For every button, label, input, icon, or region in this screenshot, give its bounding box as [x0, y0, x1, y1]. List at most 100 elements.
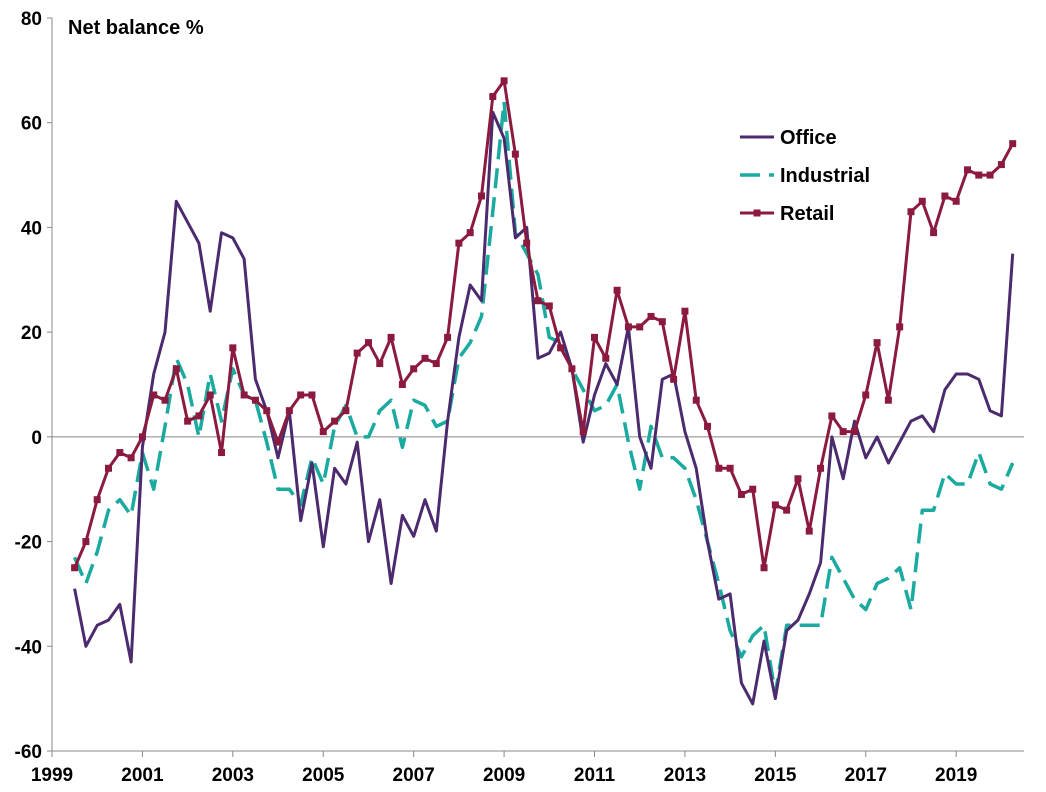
- data-point-retail: [884, 396, 892, 404]
- data-point-industrial: [97, 552, 98, 553]
- legend-label: Retail: [780, 203, 834, 225]
- data-point-industrial: [470, 342, 471, 343]
- x-tick-label: 2001: [121, 765, 164, 786]
- series-layer: [71, 77, 1017, 706]
- data-point-office: [741, 682, 742, 683]
- data-point-industrial: [662, 457, 663, 458]
- data-point-office: [187, 222, 188, 223]
- data-point-industrial: [165, 426, 166, 427]
- data-point-retail: [432, 360, 440, 368]
- data-point-retail: [534, 297, 542, 305]
- data-point-office: [651, 468, 652, 469]
- data-point-industrial: [651, 426, 652, 427]
- data-point-retail: [579, 428, 587, 436]
- y-tick-label: 60: [21, 114, 42, 135]
- data-point-office: [391, 583, 392, 584]
- data-point-industrial: [538, 274, 539, 275]
- data-point-retail: [195, 412, 203, 420]
- data-point-office: [357, 442, 358, 443]
- data-point-office: [74, 588, 75, 589]
- data-point-industrial: [978, 452, 979, 453]
- data-point-retail: [930, 229, 938, 237]
- data-point-office: [470, 285, 471, 286]
- data-point-retail: [715, 464, 723, 472]
- data-point-retail: [105, 464, 113, 472]
- data-point-office: [255, 379, 256, 380]
- data-point-retail: [896, 323, 904, 331]
- data-point-office: [956, 374, 957, 375]
- data-point-retail: [308, 391, 316, 399]
- data-point-office: [244, 258, 245, 259]
- series-line-office: [73, 110, 1015, 706]
- data-point-retail: [862, 391, 870, 399]
- data-point-office: [504, 138, 505, 139]
- data-point-industrial: [786, 625, 787, 626]
- data-point-retail: [364, 339, 372, 347]
- data-point-industrial: [379, 410, 380, 411]
- data-point-industrial: [424, 405, 425, 406]
- series-office: [73, 110, 1015, 706]
- data-point-industrial: [877, 583, 878, 584]
- data-point-retail: [805, 527, 813, 535]
- data-point-industrial: [187, 384, 188, 385]
- data-point-retail: [274, 438, 282, 446]
- x-tick-label: 2015: [754, 765, 797, 786]
- data-point-office: [131, 661, 132, 662]
- data-point-retail: [760, 564, 768, 572]
- data-point-retail: [410, 365, 418, 373]
- data-point-office: [854, 421, 855, 422]
- data-point-retail: [749, 485, 757, 493]
- data-point-industrial: [119, 499, 120, 500]
- x-tick-label: 1999: [31, 765, 73, 786]
- data-point-retail: [907, 208, 915, 216]
- data-point-retail: [466, 229, 474, 237]
- data-point-office: [786, 630, 787, 631]
- data-point-office: [368, 541, 369, 542]
- data-point-office: [232, 237, 233, 238]
- data-point-industrial: [481, 316, 482, 317]
- data-point-retail: [963, 166, 971, 174]
- x-tick-label: 2017: [845, 765, 887, 786]
- data-point-industrial: [549, 337, 550, 338]
- data-point-retail: [398, 381, 406, 388]
- data-point-industrial: [910, 609, 911, 610]
- data-point-office: [458, 337, 459, 338]
- data-point-retail: [150, 391, 158, 399]
- data-point-industrial: [764, 625, 765, 626]
- data-point-retail: [941, 192, 949, 200]
- data-point-industrial: [696, 499, 697, 500]
- x-tick-label: 2011: [574, 765, 616, 786]
- series-retail: [71, 77, 1017, 572]
- data-point-retail: [240, 391, 248, 399]
- data-point-office: [639, 436, 640, 437]
- data-point-retail: [331, 417, 339, 425]
- data-point-retail: [511, 150, 519, 158]
- data-point-industrial: [752, 635, 753, 636]
- data-point-industrial: [210, 374, 211, 375]
- legend: Office Industrial Retail: [740, 127, 870, 225]
- data-point-retail: [251, 396, 259, 404]
- data-point-retail: [624, 323, 632, 331]
- data-point-industrial: [221, 421, 222, 422]
- data-point-retail: [523, 239, 531, 247]
- data-point-industrial: [266, 442, 267, 443]
- data-point-office: [345, 483, 346, 484]
- data-point-office: [662, 379, 663, 380]
- data-point-retail: [421, 354, 429, 362]
- y-ticks: -60 -40 -20 0 20 40 60 80: [15, 9, 52, 763]
- series-line-retail: [73, 79, 1015, 570]
- data-point-retail: [850, 428, 858, 436]
- data-point-office: [481, 300, 482, 301]
- data-point-office: [436, 531, 437, 532]
- data-point-industrial: [108, 510, 109, 511]
- data-point-retail: [794, 475, 802, 483]
- data-point-retail: [918, 197, 926, 205]
- data-point-industrial: [368, 436, 369, 437]
- data-point-office: [549, 353, 550, 354]
- data-point-retail: [692, 396, 700, 404]
- data-point-retail: [613, 286, 621, 294]
- data-point-office: [877, 436, 878, 437]
- data-point-industrial: [956, 483, 957, 484]
- data-point-office: [560, 332, 561, 333]
